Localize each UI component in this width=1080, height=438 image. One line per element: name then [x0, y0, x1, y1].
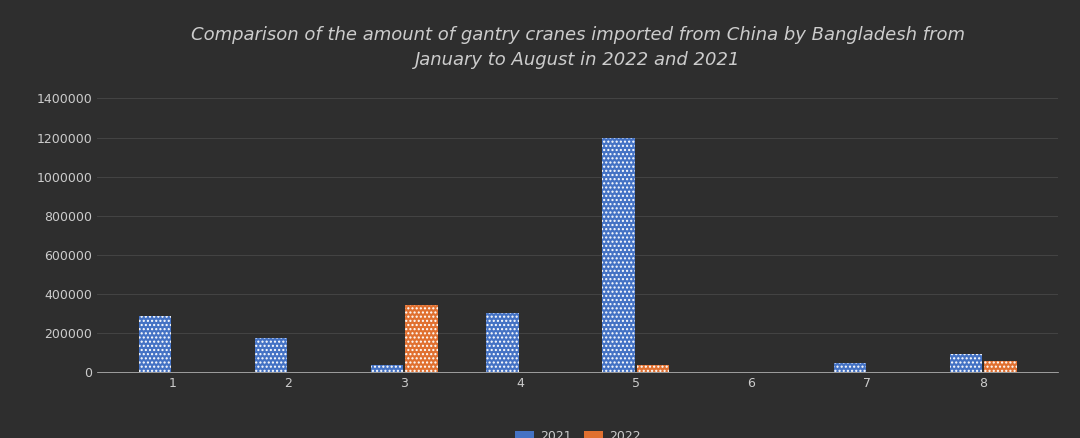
Bar — [405, 305, 437, 372]
Bar — [486, 313, 518, 372]
Bar — [984, 361, 1016, 372]
Bar — [255, 338, 287, 372]
Bar — [603, 138, 635, 372]
Legend: 2021, 2022: 2021, 2022 — [510, 425, 646, 438]
Bar — [139, 315, 172, 372]
Bar — [834, 364, 866, 372]
Bar — [370, 365, 403, 372]
Bar — [637, 365, 670, 372]
Bar — [949, 354, 982, 372]
Title: Comparison of the amount of gantry cranes imported from China by Bangladesh from: Comparison of the amount of gantry crane… — [191, 26, 964, 69]
